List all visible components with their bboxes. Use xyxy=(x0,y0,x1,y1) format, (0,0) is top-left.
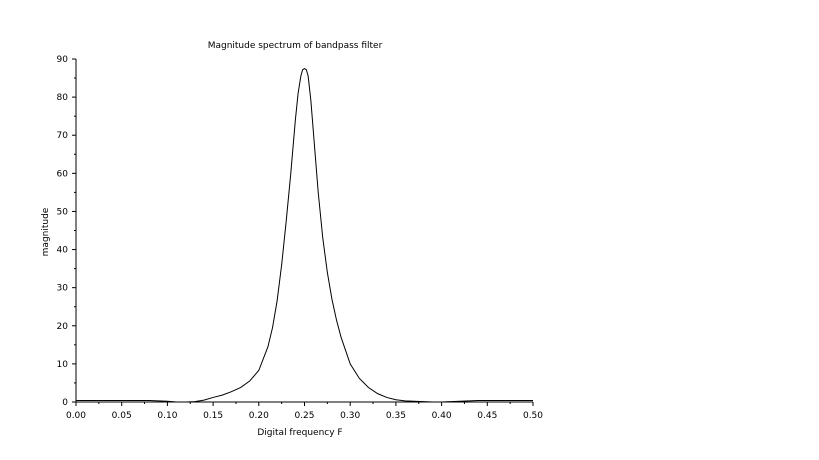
y-tick-label: 10 xyxy=(57,360,69,370)
x-tick-label: 0.10 xyxy=(157,411,177,421)
x-tick-label: 0.15 xyxy=(203,411,223,421)
x-tick-label: 0.40 xyxy=(432,411,452,421)
x-tick-label: 0.50 xyxy=(523,411,543,421)
x-tick-label: 0.25 xyxy=(294,411,314,421)
y-tick-label: 40 xyxy=(57,246,69,256)
y-tick-label: 50 xyxy=(57,207,69,217)
y-tick-label: 30 xyxy=(57,284,69,294)
x-tick-label: 0.45 xyxy=(477,411,497,421)
x-tick-label: 0.05 xyxy=(112,411,132,421)
y-tick-label: 70 xyxy=(57,131,69,141)
y-tick-label: 60 xyxy=(57,169,69,179)
y-tick-label: 20 xyxy=(57,322,69,332)
x-axis-label: Digital frequency F xyxy=(257,428,342,438)
y-tick-label: 0 xyxy=(62,398,68,408)
y-axis-ticks: 0 10 20 30 40 50 60 70 80 90 xyxy=(57,55,76,408)
x-tick-label: 0.20 xyxy=(249,411,269,421)
y-tick-label: 90 xyxy=(57,55,69,65)
y-tick-label: 80 xyxy=(57,93,69,103)
y-axis-label: magnitude xyxy=(41,207,51,256)
x-axis-ticks: 0.00 0.05 0.10 0.15 0.20 0.25 0.30 0.35 0.40 0.45… xyxy=(66,402,543,421)
series-line xyxy=(76,67,533,403)
x-tick-label: 0.30 xyxy=(340,411,360,421)
x-tick-label: 0.35 xyxy=(386,411,406,421)
plot-area: 0 10 20 30 40 50 60 70 80 90 0.00 0.05 0.10 0.15 0.20… xyxy=(57,55,544,421)
x-tick-label: 0.00 xyxy=(66,411,86,421)
chart-title: Magnitude spectrum of bandpass filter xyxy=(208,41,383,51)
